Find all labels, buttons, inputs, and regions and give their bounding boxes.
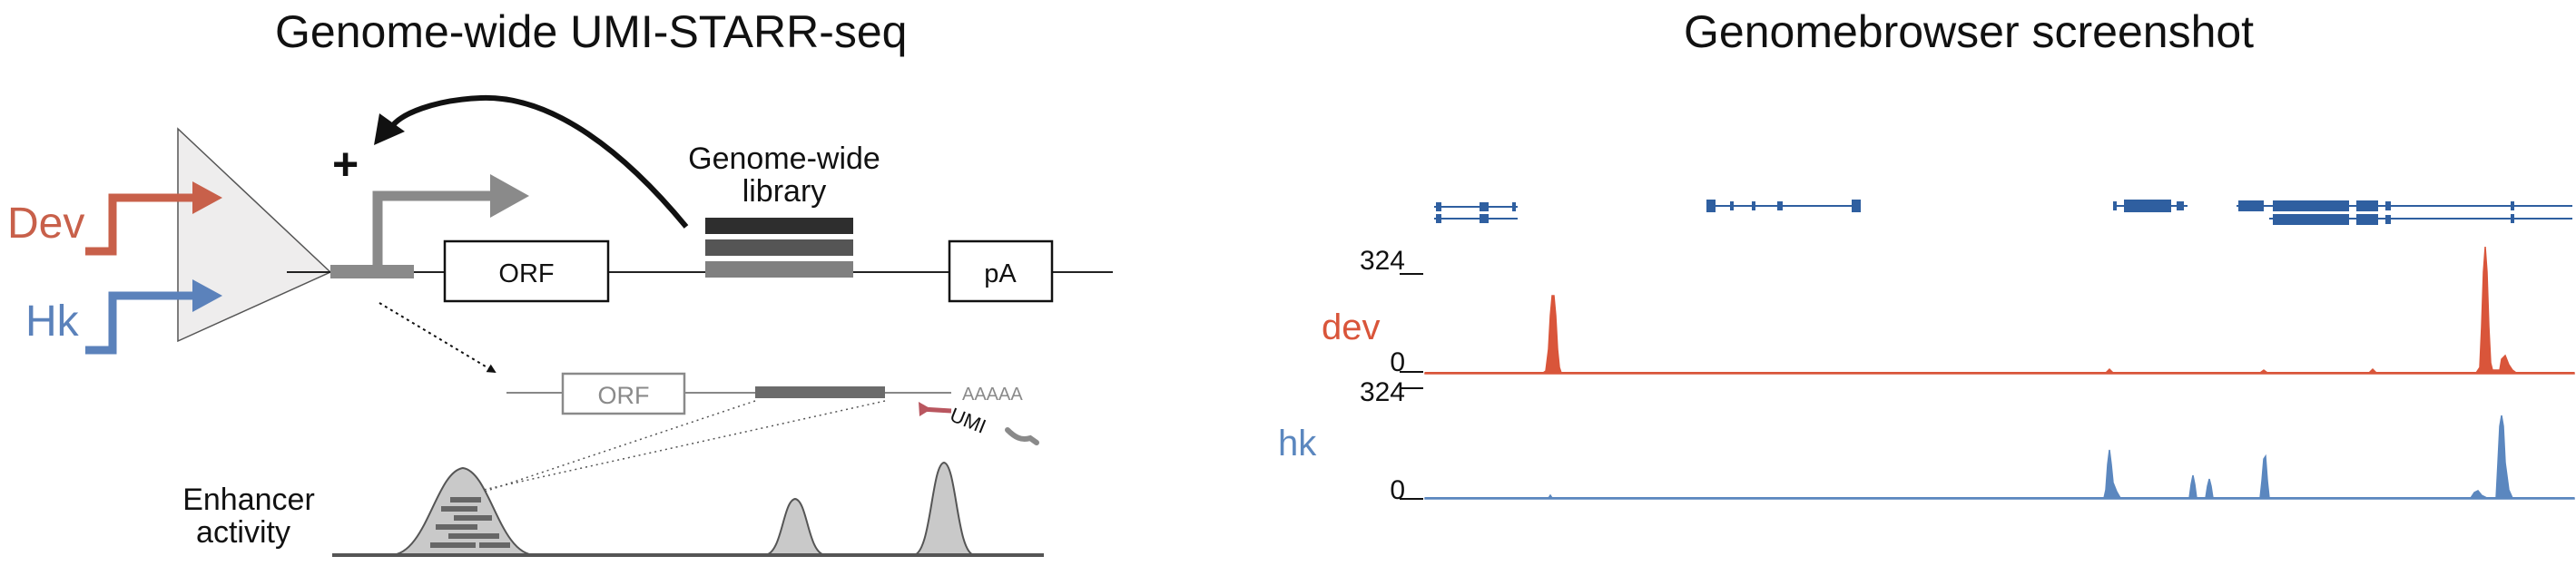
dev-signal bbox=[1424, 246, 2575, 375]
umi-primer bbox=[919, 402, 1039, 445]
core-promoter bbox=[330, 265, 414, 278]
transcript-orf-box bbox=[561, 372, 686, 415]
dev-ymin-label: 0 bbox=[1390, 347, 1405, 377]
pa-box bbox=[948, 239, 1054, 303]
activation-arrow bbox=[374, 94, 689, 229]
enhancer-label-line2: activity bbox=[196, 515, 290, 550]
umi-label: UMI bbox=[947, 403, 989, 437]
right-panel-title: Genomebrowser screenshot bbox=[1684, 6, 2255, 57]
enhancer-label-line1: Enhancer bbox=[182, 483, 315, 517]
starr-seq-schematic: Dev Hk + ORF Genome-wide libra bbox=[7, 94, 1113, 557]
dev-ymax-label: 324 bbox=[1360, 246, 1405, 276]
library-label-line2: library bbox=[742, 174, 827, 209]
genome-browser: 324 0 dev 324 0 hk bbox=[1278, 200, 2575, 505]
dev-track-label: dev bbox=[1322, 307, 1381, 347]
transcription-arrow bbox=[372, 174, 529, 267]
read-stack bbox=[430, 497, 510, 548]
hk-label: Hk bbox=[25, 298, 80, 346]
hk-track-label: hk bbox=[1278, 424, 1317, 464]
enhancer-activity-track bbox=[332, 461, 1044, 557]
transcript: ORF AAAAA bbox=[506, 372, 1023, 415]
orf-label: ORF bbox=[498, 259, 554, 288]
dev-label: Dev bbox=[7, 200, 84, 248]
library-label-line1: Genome-wide bbox=[688, 142, 880, 176]
transcript-dotted-arrow bbox=[379, 302, 497, 374]
library-fragment-1 bbox=[705, 218, 853, 234]
left-panel-title: Genome-wide UMI-STARR-seq bbox=[275, 6, 908, 57]
library-fragment-3 bbox=[705, 261, 853, 278]
hk-signal bbox=[1424, 415, 2575, 500]
hk-ymin-label: 0 bbox=[1390, 475, 1405, 505]
enhancer-peak-3 bbox=[912, 461, 976, 556]
hk-ymax-label: 324 bbox=[1360, 377, 1405, 407]
transcript-orf-label: ORF bbox=[598, 382, 650, 409]
projection-line-2 bbox=[462, 400, 886, 495]
gene-annotation-track bbox=[1434, 200, 2572, 225]
library-fragment-2 bbox=[705, 239, 853, 256]
dev-promoter-arrow bbox=[85, 181, 222, 256]
hk-promoter-arrow bbox=[85, 279, 222, 355]
pa-label: pA bbox=[984, 259, 1017, 288]
promoter-cone bbox=[177, 127, 332, 343]
polya-label: AAAAA bbox=[962, 385, 1023, 405]
transcript-fragment bbox=[755, 386, 885, 398]
projection-line-1 bbox=[462, 400, 756, 500]
plus-sign: + bbox=[332, 139, 359, 190]
orf-box bbox=[443, 239, 610, 303]
enhancer-peak-2 bbox=[763, 497, 827, 556]
